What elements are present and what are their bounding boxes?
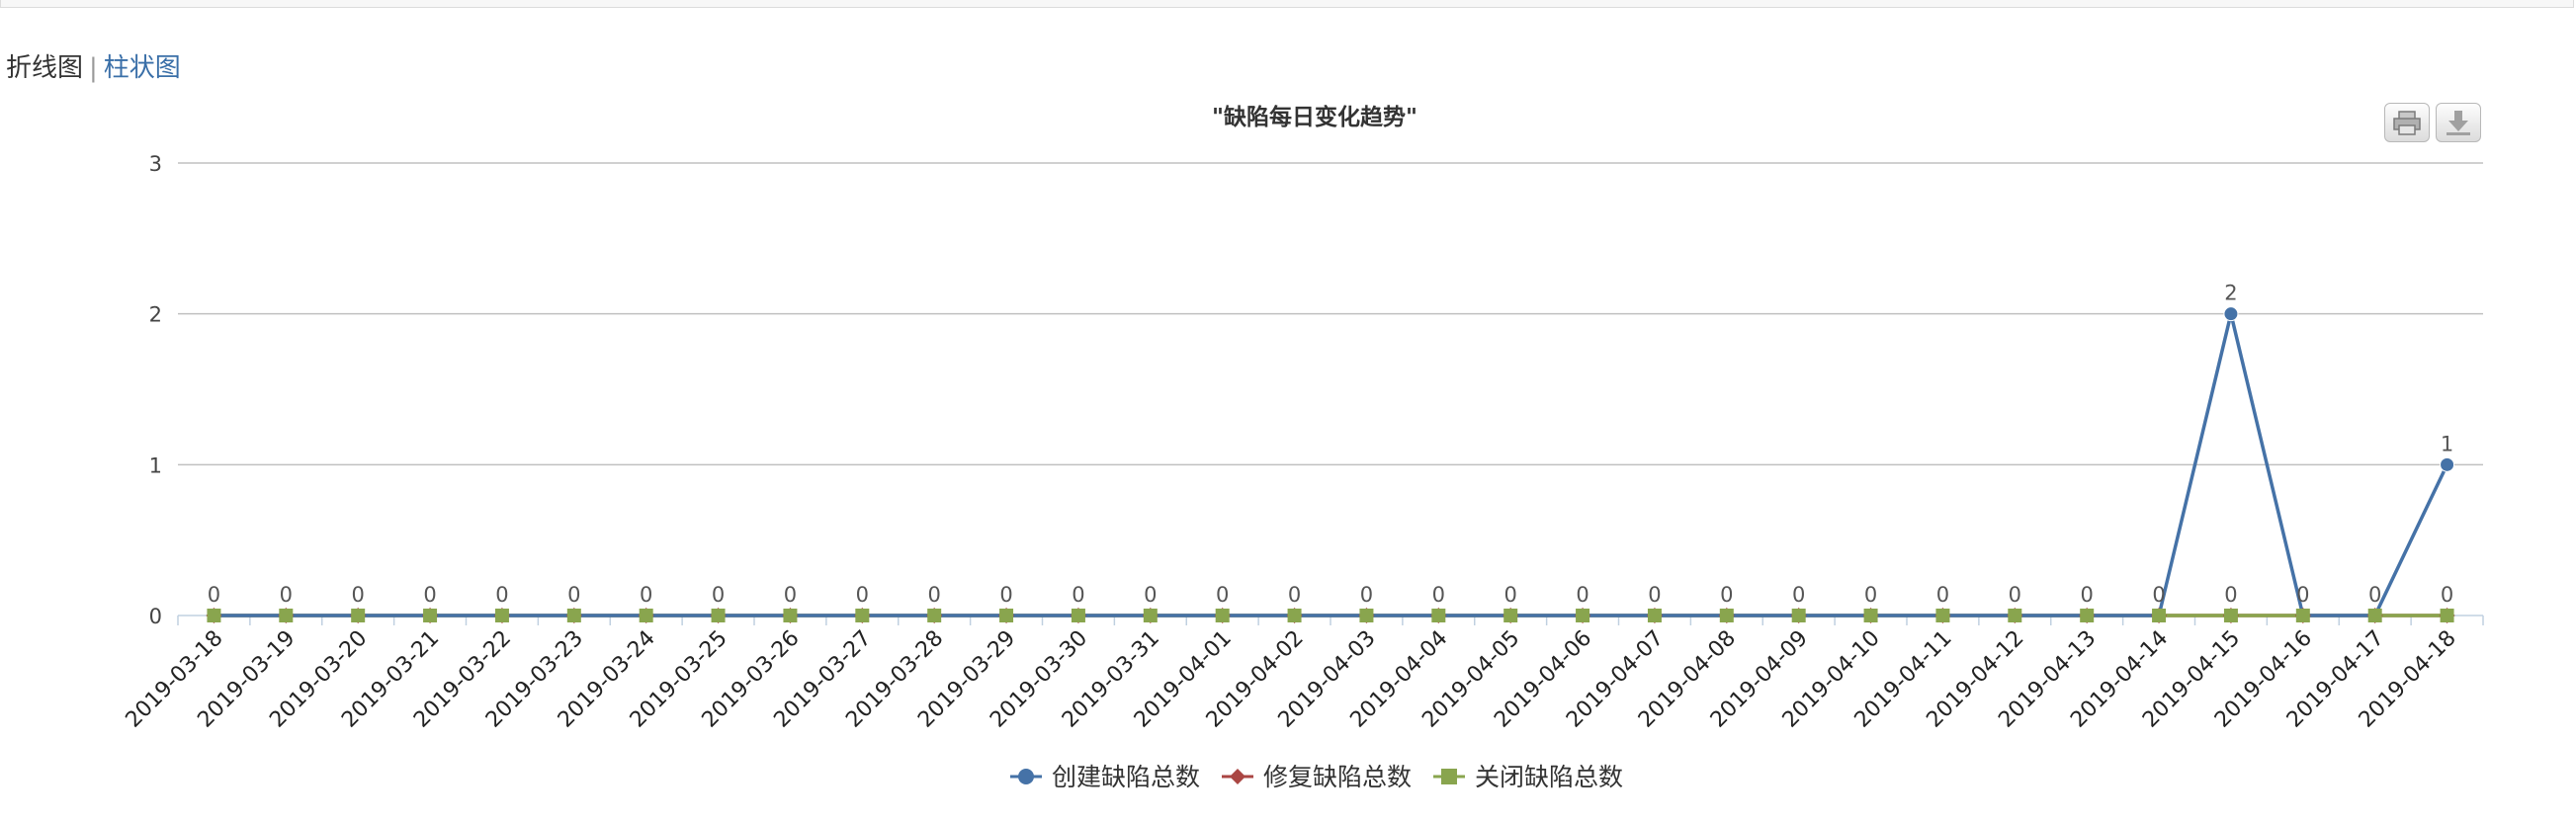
data-point bbox=[855, 609, 870, 622]
y-tick-label: 3 bbox=[149, 152, 162, 176]
data-point bbox=[207, 609, 221, 622]
legend-marker bbox=[1018, 769, 1034, 784]
data-label: 0 bbox=[856, 583, 869, 607]
data-point bbox=[423, 609, 438, 622]
data-point bbox=[2367, 609, 2382, 622]
data-label: 0 bbox=[1648, 583, 1661, 607]
data-label: 0 bbox=[2152, 583, 2165, 607]
data-label: 0 bbox=[999, 583, 1012, 607]
download-icon bbox=[2447, 111, 2470, 135]
data-label: 0 bbox=[784, 583, 797, 607]
data-label: 0 bbox=[1360, 583, 1373, 607]
chart-type-switch: 折线图 | 柱状图 bbox=[6, 47, 181, 84]
legend-label: 关闭缺陷总数 bbox=[1475, 763, 1623, 791]
data-label: 0 bbox=[208, 583, 220, 607]
bar-chart-tab[interactable]: 柱状图 bbox=[103, 53, 181, 83]
data-point bbox=[1071, 609, 1085, 622]
data-point bbox=[1215, 609, 1230, 622]
legend: 创建缺陷总数 修复缺陷总数 关闭缺陷总数 bbox=[1010, 763, 1623, 791]
data-label: 0 bbox=[1216, 583, 1229, 607]
data-point bbox=[2008, 609, 2022, 622]
data-point bbox=[1359, 609, 1374, 622]
data-point bbox=[1143, 609, 1158, 622]
series-line-0 bbox=[214, 311, 2449, 617]
data-label: 2 bbox=[2224, 282, 2237, 305]
data-label: 0 bbox=[1936, 583, 1949, 607]
print-button[interactable] bbox=[2384, 103, 2430, 142]
data-point bbox=[494, 609, 509, 622]
data-point bbox=[1935, 609, 1950, 622]
tab-separator: | bbox=[89, 53, 98, 83]
data-label: 0 bbox=[1288, 583, 1301, 607]
data-label: 0 bbox=[2224, 583, 2237, 607]
chart-title: "缺陷每日变化趋势" bbox=[1212, 104, 1417, 130]
data-point bbox=[351, 609, 366, 622]
data-point bbox=[711, 609, 726, 622]
legend-marker bbox=[1230, 769, 1245, 784]
y-tick-label: 0 bbox=[149, 605, 162, 628]
y-tick-label: 1 bbox=[149, 453, 162, 477]
legend-label: 创建缺陷总数 bbox=[1052, 763, 1200, 791]
data-point bbox=[927, 609, 942, 622]
data-label: 0 bbox=[1864, 583, 1877, 607]
export-button[interactable] bbox=[2436, 103, 2481, 142]
data-label: 0 bbox=[1504, 583, 1517, 607]
data-point bbox=[1287, 609, 1302, 622]
data-point bbox=[1791, 609, 1806, 622]
data-label: 1 bbox=[2441, 432, 2453, 455]
data-label: 0 bbox=[1720, 583, 1733, 607]
x-axis: 2019-03-182019-03-192019-03-202019-03-21… bbox=[122, 616, 2484, 733]
data-point bbox=[2223, 306, 2239, 322]
data-label: 0 bbox=[928, 583, 941, 607]
data-label: 0 bbox=[640, 583, 652, 607]
data-label: 0 bbox=[352, 583, 365, 607]
data-point bbox=[1503, 609, 1518, 622]
print-icon bbox=[2393, 111, 2421, 135]
data-label: 0 bbox=[2296, 583, 2309, 607]
data-point bbox=[999, 609, 1014, 622]
data-point bbox=[566, 609, 581, 622]
data-label: 0 bbox=[2009, 583, 2021, 607]
data-label: 0 bbox=[1144, 583, 1157, 607]
data-point bbox=[2223, 609, 2238, 622]
data-label: 0 bbox=[567, 583, 580, 607]
data-label: 0 bbox=[2441, 583, 2453, 607]
data-point bbox=[2080, 609, 2095, 622]
data-label: 0 bbox=[1576, 583, 1589, 607]
data-label: 0 bbox=[495, 583, 508, 607]
data-point bbox=[639, 609, 653, 622]
data-point bbox=[2152, 609, 2167, 622]
data-label: 0 bbox=[1072, 583, 1084, 607]
data-label: 0 bbox=[2368, 583, 2381, 607]
data-label: 0 bbox=[423, 583, 436, 607]
data-point bbox=[2440, 609, 2454, 622]
data-label: 0 bbox=[2081, 583, 2094, 607]
line-chart: "缺陷每日变化趋势" 0 1 2 3 2019-03-182019-03-192019… bbox=[122, 104, 2484, 791]
data-point bbox=[1576, 609, 1590, 622]
data-point bbox=[2440, 456, 2455, 472]
data-point bbox=[783, 609, 798, 622]
chart-container: "缺陷每日变化趋势" 0 1 2 3 2019-03-18 2019-03-19 2019… bbox=[0, 89, 2576, 818]
data-label: 0 bbox=[280, 583, 293, 607]
legend-marker bbox=[1441, 769, 1457, 784]
y-axis-ticks: 0 1 2 3 bbox=[149, 152, 162, 628]
data-point bbox=[1431, 609, 1446, 622]
data-label: 0 bbox=[712, 583, 725, 607]
grid-lines bbox=[178, 162, 2483, 616]
data-point bbox=[1719, 609, 1734, 622]
data-label: 0 bbox=[1432, 583, 1445, 607]
data-point bbox=[1647, 609, 1662, 622]
data-point bbox=[2295, 609, 2310, 622]
data-labels: 0 0 0 0 0 0 0 0 0 0 0 0 0 0 0 0 0 0 0 0 0 0 0 0 0 0 0 0 0 0 0 0 2 1 bbox=[208, 282, 2454, 607]
y-tick-label: 2 bbox=[149, 303, 162, 327]
data-point bbox=[1863, 609, 1878, 622]
series-markers bbox=[206, 306, 2455, 623]
top-panel-border bbox=[0, 0, 2574, 8]
legend-label: 修复缺陷总数 bbox=[1263, 763, 1412, 791]
line-chart-tab[interactable]: 折线图 bbox=[6, 53, 84, 83]
series-lines bbox=[214, 311, 2449, 617]
data-label: 0 bbox=[1792, 583, 1805, 607]
data-point bbox=[279, 609, 294, 622]
